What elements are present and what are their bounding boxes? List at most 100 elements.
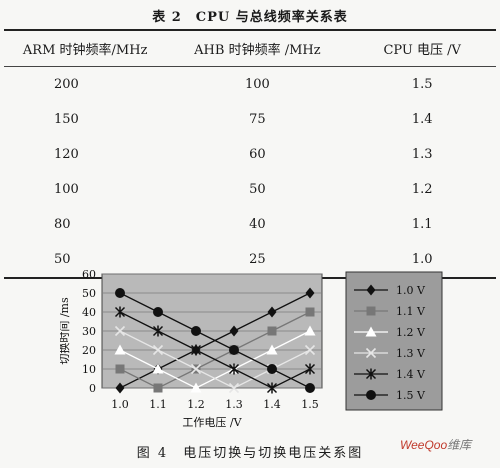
data-point — [228, 382, 240, 394]
cell-ahb-clock: 40 — [249, 217, 266, 232]
cell-arm-clock: 50 — [54, 252, 71, 267]
data-point — [365, 368, 377, 380]
series-1.4v — [114, 306, 316, 394]
legend-label: 1.1 V — [396, 305, 426, 318]
x-axis-label: 工作电压 /V — [182, 416, 242, 429]
series-1.5v — [115, 288, 315, 393]
data-point — [152, 344, 164, 356]
data-point — [152, 325, 164, 337]
data-point — [365, 326, 377, 337]
data-point — [115, 288, 125, 298]
table-row: 120 60 1.3 — [4, 137, 496, 172]
data-point — [366, 284, 376, 296]
data-point — [305, 383, 315, 393]
legend-label: 1.0 V — [396, 284, 426, 297]
legend-box — [345, 271, 443, 411]
x-tick-label: 1.0 — [111, 398, 129, 411]
data-point — [115, 382, 125, 394]
data-point — [305, 287, 315, 299]
table-row: 50 25 1.0 — [4, 242, 496, 278]
y-tick-label: 20 — [82, 344, 96, 357]
legend-label: 1.3 V — [396, 347, 426, 360]
legend-entry: 1.0 V — [354, 284, 426, 297]
data-point — [366, 390, 376, 400]
data-point — [115, 364, 125, 374]
figure-caption: 图 4 电压切换与切换电压关系图 — [136, 446, 364, 461]
cell-ahb-clock: 50 — [249, 182, 266, 197]
data-point — [266, 382, 278, 394]
y-tick-label: 0 — [89, 382, 96, 395]
legend-label: 1.2 V — [396, 326, 426, 339]
x-tick-label: 1.4 — [263, 398, 281, 411]
voltage-switch-chart: 0 10 20 30 40 50 60 1.0 1.1 1.2 1.3 1.4 1.5 工作电压 /V 切换… — [60, 268, 443, 429]
data-point — [228, 363, 240, 375]
legend-entry: 1.1 V — [354, 305, 426, 318]
data-point — [266, 344, 278, 355]
x-tick-label: 1.5 — [301, 398, 319, 411]
cell-arm-clock: 80 — [54, 217, 71, 232]
cell-cpu-voltage: 1.0 — [411, 252, 433, 267]
x-tick-label: 1.2 — [187, 398, 205, 411]
y-tick-label: 60 — [82, 268, 96, 281]
y-tick-label: 30 — [82, 325, 96, 338]
header-cpu-voltage: CPU 电压 /V — [348, 30, 496, 67]
data-point — [304, 344, 316, 356]
frequency-table: ARM 时钟频率/MHz AHB 时钟频率 /MHz CPU 电压 /V 200… — [4, 29, 496, 279]
y-tick-label: 10 — [82, 363, 96, 376]
legend-entry: 1.2 V — [354, 326, 426, 339]
cell-ahb-clock: 75 — [249, 112, 266, 127]
legend-label: 1.5 V — [396, 389, 426, 402]
data-point — [229, 325, 239, 337]
data-point — [366, 306, 376, 316]
data-point — [190, 363, 202, 375]
x-tick-label: 1.1 — [149, 398, 167, 411]
data-point — [114, 306, 126, 318]
data-point — [190, 344, 202, 356]
cell-ahb-clock: 25 — [249, 252, 266, 267]
table-header-row: ARM 时钟频率/MHz AHB 时钟频率 /MHz CPU 电压 /V — [4, 30, 496, 67]
data-point — [191, 326, 201, 336]
cell-cpu-voltage: 1.5 — [411, 77, 433, 92]
legend-entry: 1.3 V — [354, 347, 426, 360]
cell-arm-clock: 150 — [54, 112, 79, 127]
cell-cpu-voltage: 1.2 — [411, 182, 433, 197]
data-point — [114, 344, 126, 355]
data-point — [267, 326, 277, 336]
data-point — [365, 347, 377, 359]
data-point — [267, 306, 277, 318]
table-caption: 表 2 CPU 与总线频率关系表 — [152, 10, 348, 25]
cell-ahb-clock: 100 — [244, 77, 270, 92]
legend-entry: 1.5 V — [354, 389, 426, 402]
data-point — [304, 363, 316, 375]
cell-arm-clock: 200 — [54, 77, 79, 92]
cell-cpu-voltage: 1.3 — [411, 147, 433, 162]
table-row: 150 75 1.4 — [4, 102, 496, 137]
data-point — [153, 307, 163, 317]
series-line — [119, 330, 311, 389]
header-arm-clock: ARM 时钟频率/MHz — [4, 30, 167, 67]
y-axis-label: 切换时间 /ms — [60, 297, 71, 365]
data-point — [267, 364, 277, 374]
data-point — [114, 325, 126, 337]
cell-arm-clock: 100 — [54, 182, 79, 197]
header-ahb-clock: AHB 时钟频率 /MHz — [166, 30, 349, 67]
cell-arm-clock: 120 — [54, 147, 79, 162]
legend-entry: 1.4 V — [354, 368, 426, 381]
data-point — [153, 383, 163, 393]
data-point — [305, 307, 315, 317]
data-point — [304, 325, 316, 336]
legend-label: 1.4 V — [396, 368, 426, 381]
cell-ahb-clock: 60 — [249, 147, 266, 162]
table-row: 200 100 1.5 — [4, 67, 496, 103]
data-point — [190, 382, 202, 393]
series-line — [119, 292, 311, 389]
cell-cpu-voltage: 1.4 — [411, 112, 433, 127]
data-point — [152, 363, 164, 374]
watermark-logo: WeeQoo维库 — [400, 438, 472, 452]
y-tick-label: 50 — [82, 287, 96, 300]
x-tick-label: 1.3 — [225, 398, 243, 411]
series-line — [119, 311, 311, 389]
data-point — [229, 345, 239, 355]
cell-cpu-voltage: 1.1 — [411, 217, 433, 232]
table-row: 100 50 1.2 — [4, 172, 496, 207]
